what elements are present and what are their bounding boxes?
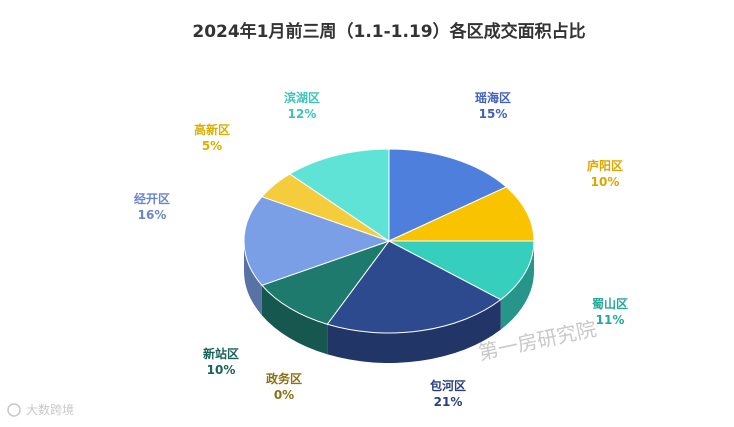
pie-slice-2 [388, 240, 535, 301]
slice-value-0: 15% [479, 107, 508, 121]
slice-label-4: 政务区 [266, 371, 302, 386]
pie-sides [244, 241, 534, 363]
pie-slice-5 [261, 239, 391, 325]
pie-slices [243, 148, 535, 334]
slice-label-0: 瑶海区 [475, 90, 511, 105]
slice-value-4: 0% [274, 388, 294, 402]
slice-label-3: 包河区 [429, 378, 466, 393]
pie-side-5 [261, 285, 328, 355]
slice-value-7: 5% [202, 139, 222, 153]
slice-label-1: 庐阳区 [587, 158, 623, 173]
pie-side-2 [500, 241, 534, 330]
slice-value-1: 10% [591, 175, 620, 189]
slice-label-8: 滨湖区 [284, 90, 320, 105]
logo-text: 大数跨境 [26, 402, 74, 417]
pie-slice-8 [288, 148, 390, 242]
slice-value-3: 21% [434, 395, 463, 409]
pie-slice-6 [243, 196, 391, 286]
slice-label-5: 新站区 [203, 346, 239, 361]
slice-value-2: 11% [596, 313, 625, 327]
slice-value-8: 12% [288, 107, 317, 121]
pie-slice-3 [326, 240, 502, 334]
slice-label-2: 蜀山区 [592, 296, 628, 311]
pie-side-6 [244, 241, 262, 316]
source-logo: 大数跨境 [7, 402, 74, 417]
pie-slice-0 [388, 148, 508, 242]
pie-slice-1 [388, 186, 535, 242]
slice-label-6: 经开区 [134, 191, 170, 206]
pie-labels: 瑶海区 15% 庐阳区 10% 蜀山区 11% 包河区 21% 政务区 0% 新站区 10% 经开区 16… [134, 90, 628, 409]
chart-title: 2024年1月前三周（1.1-1.19）各区成交面积占比 [192, 21, 585, 42]
slice-label-7: 高新区 [194, 122, 230, 137]
slice-value-5: 10% [207, 363, 236, 377]
logo-icon [7, 403, 21, 417]
pie-side-3 [327, 299, 501, 363]
slice-value-6: 16% [138, 208, 167, 222]
